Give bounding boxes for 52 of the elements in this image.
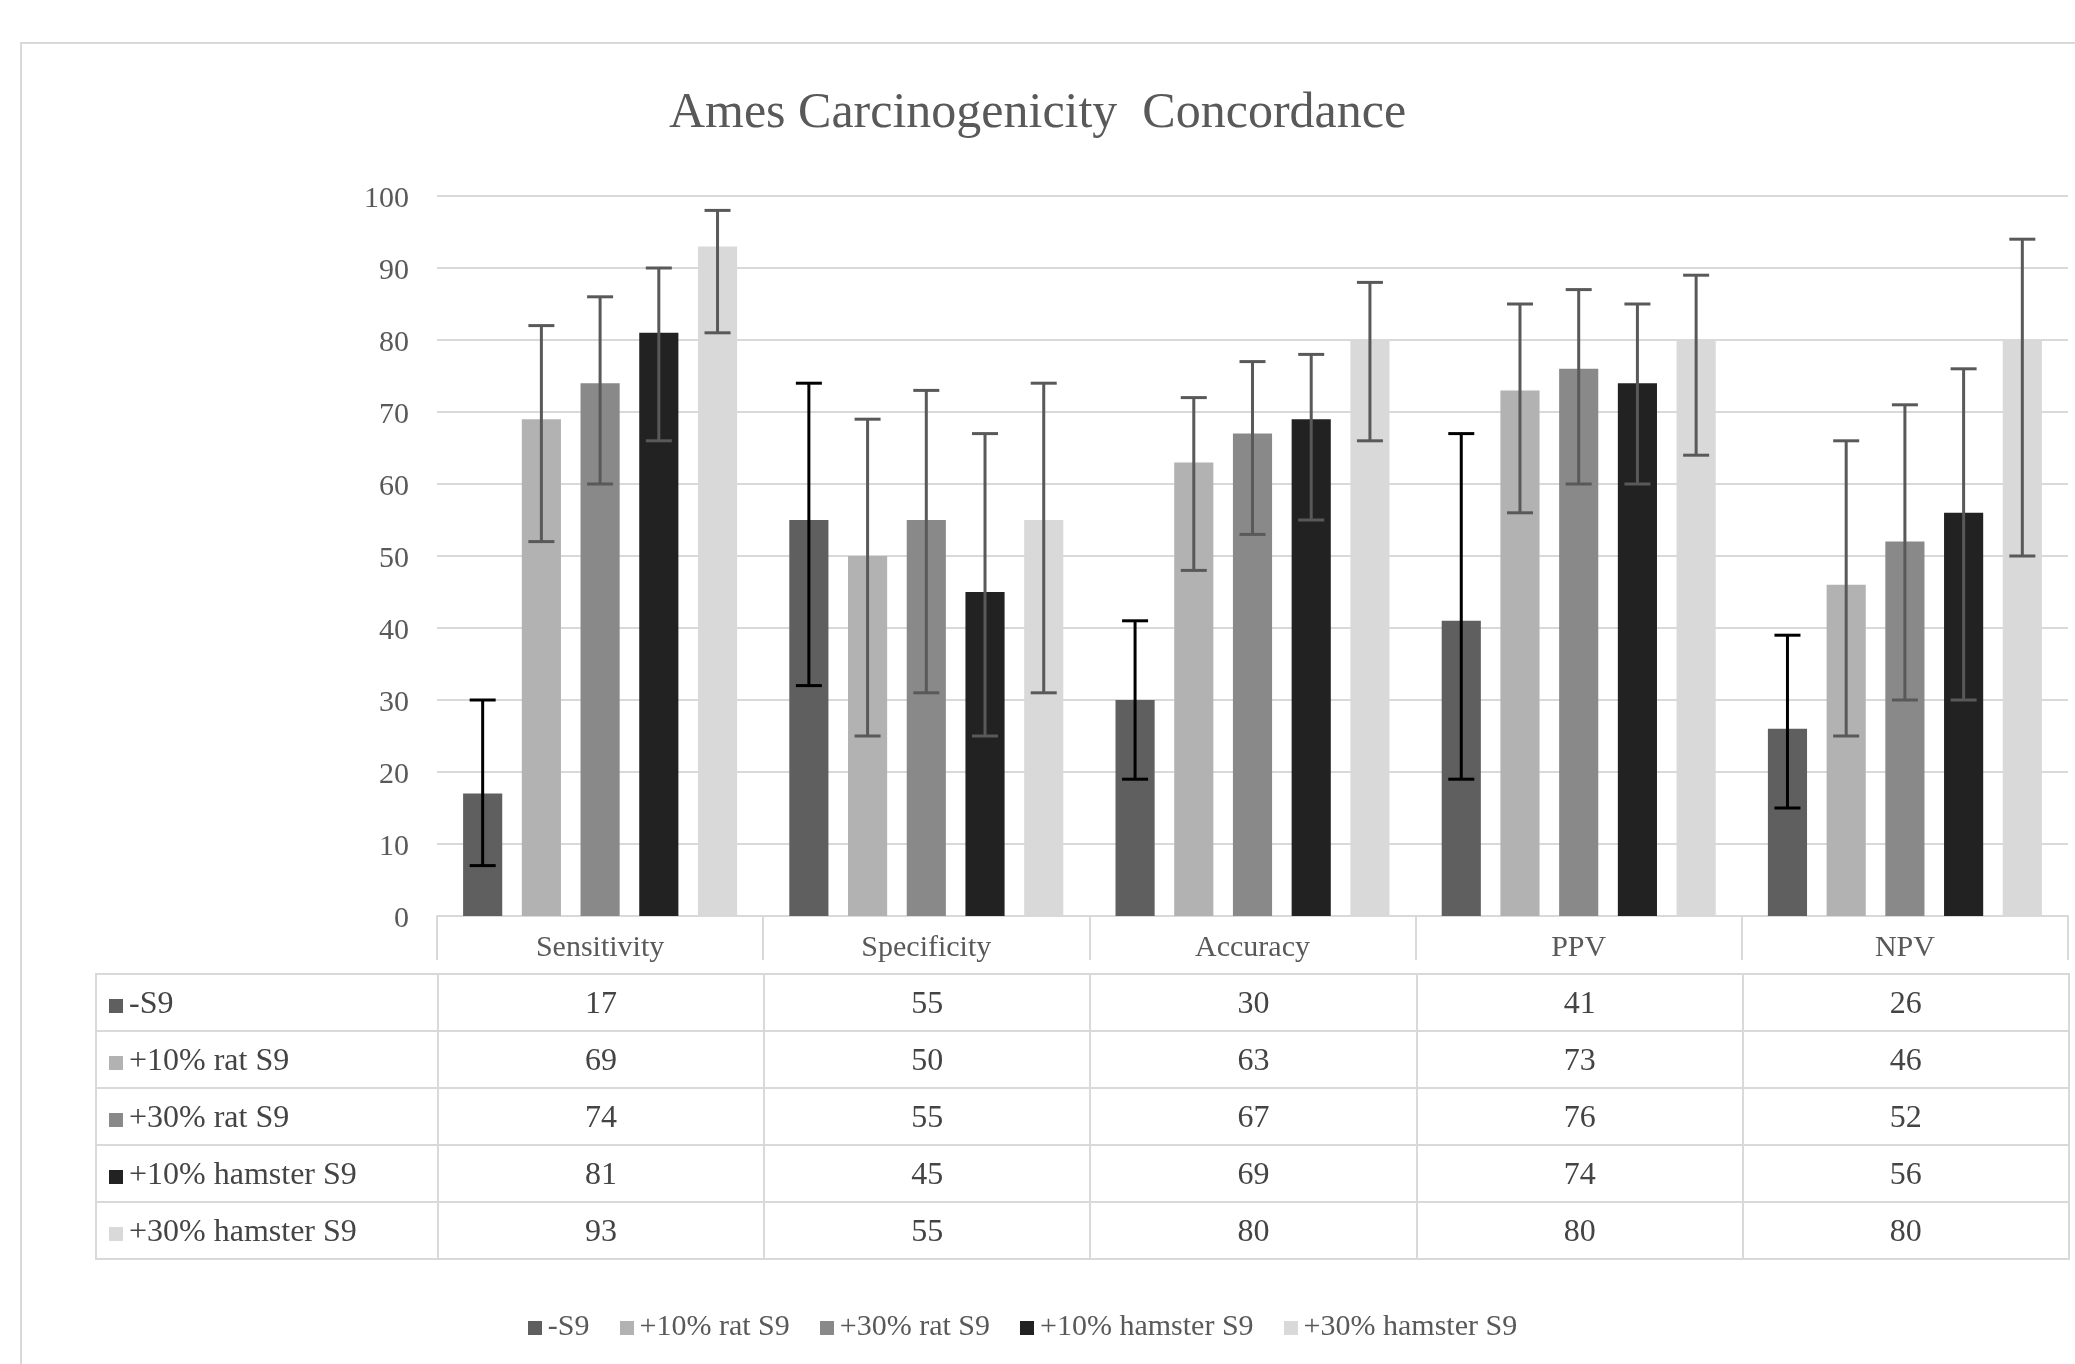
y-tick-label: 50 bbox=[379, 539, 409, 573]
y-tick-label: 0 bbox=[394, 899, 409, 933]
y-tick-label: 30 bbox=[379, 683, 409, 717]
y-tick-label: 10 bbox=[379, 827, 409, 861]
data-label: 81 bbox=[438, 1145, 765, 1202]
data-label: 55 bbox=[764, 1202, 1091, 1259]
data-label: 26 bbox=[1742, 974, 2069, 1031]
legend-label: +10% rat S9 bbox=[96, 1031, 438, 1088]
y-tick-label: 90 bbox=[379, 251, 409, 285]
data-label: 17 bbox=[438, 974, 765, 1031]
x-tick-label: Specificity bbox=[861, 928, 992, 962]
x-tick-label: Accuracy bbox=[1195, 928, 1310, 962]
data-label: 63 bbox=[1090, 1031, 1417, 1088]
y-tick-label: 40 bbox=[379, 611, 409, 645]
y-tick-label: 60 bbox=[379, 467, 409, 501]
text: +30% hamster S9 bbox=[129, 1212, 357, 1248]
chart-title: Ames Carcinogenicity Concordance bbox=[668, 82, 1407, 138]
data-label: 93 bbox=[438, 1202, 765, 1259]
data-label: 55 bbox=[764, 974, 1091, 1031]
data-label: 73 bbox=[1416, 1031, 1743, 1088]
text: +10% hamster S9 bbox=[1040, 1308, 1254, 1341]
x-tick-label: Sensitivity bbox=[535, 928, 665, 962]
data-label: 80 bbox=[1090, 1202, 1417, 1259]
data-label: 80 bbox=[1416, 1202, 1743, 1259]
data-label: 30 bbox=[1090, 974, 1417, 1031]
data-label: 80 bbox=[1742, 1202, 2069, 1259]
data-label: 56 bbox=[1742, 1145, 2069, 1202]
x-tick-label: PPV bbox=[1551, 928, 1607, 962]
data-label: 69 bbox=[1090, 1145, 1417, 1202]
text: +30% rat S9 bbox=[839, 1308, 991, 1341]
y-tick-label: 100 bbox=[364, 179, 409, 213]
data-label: 74 bbox=[438, 1088, 765, 1145]
data-label: 45 bbox=[764, 1145, 1091, 1202]
data-label: 50 bbox=[764, 1031, 1091, 1088]
text: -S9 bbox=[547, 1308, 590, 1341]
legend-label: +30% rat S9 bbox=[96, 1088, 438, 1145]
legend-label: +30% hamster S9 bbox=[1302, 1308, 1518, 1341]
data-label: 74 bbox=[1416, 1145, 1743, 1202]
legend-label: +10% hamster S9 bbox=[96, 1145, 438, 1202]
text: +10% rat S9 bbox=[639, 1308, 790, 1341]
x-tick-label: NPV bbox=[1874, 928, 1936, 962]
data-label: 67 bbox=[1090, 1088, 1417, 1145]
data-label: 52 bbox=[1742, 1088, 2069, 1145]
data-label: 69 bbox=[438, 1031, 765, 1088]
data-label: 41 bbox=[1416, 974, 1743, 1031]
legend-label: -S9 bbox=[96, 974, 438, 1031]
data-label: 46 bbox=[1742, 1031, 2069, 1088]
data-label: 55 bbox=[764, 1088, 1091, 1145]
y-tick-label: 70 bbox=[379, 395, 409, 429]
y-tick-label: 20 bbox=[379, 755, 409, 789]
data-label: 76 bbox=[1416, 1088, 1743, 1145]
y-tick-label: 80 bbox=[379, 323, 409, 357]
